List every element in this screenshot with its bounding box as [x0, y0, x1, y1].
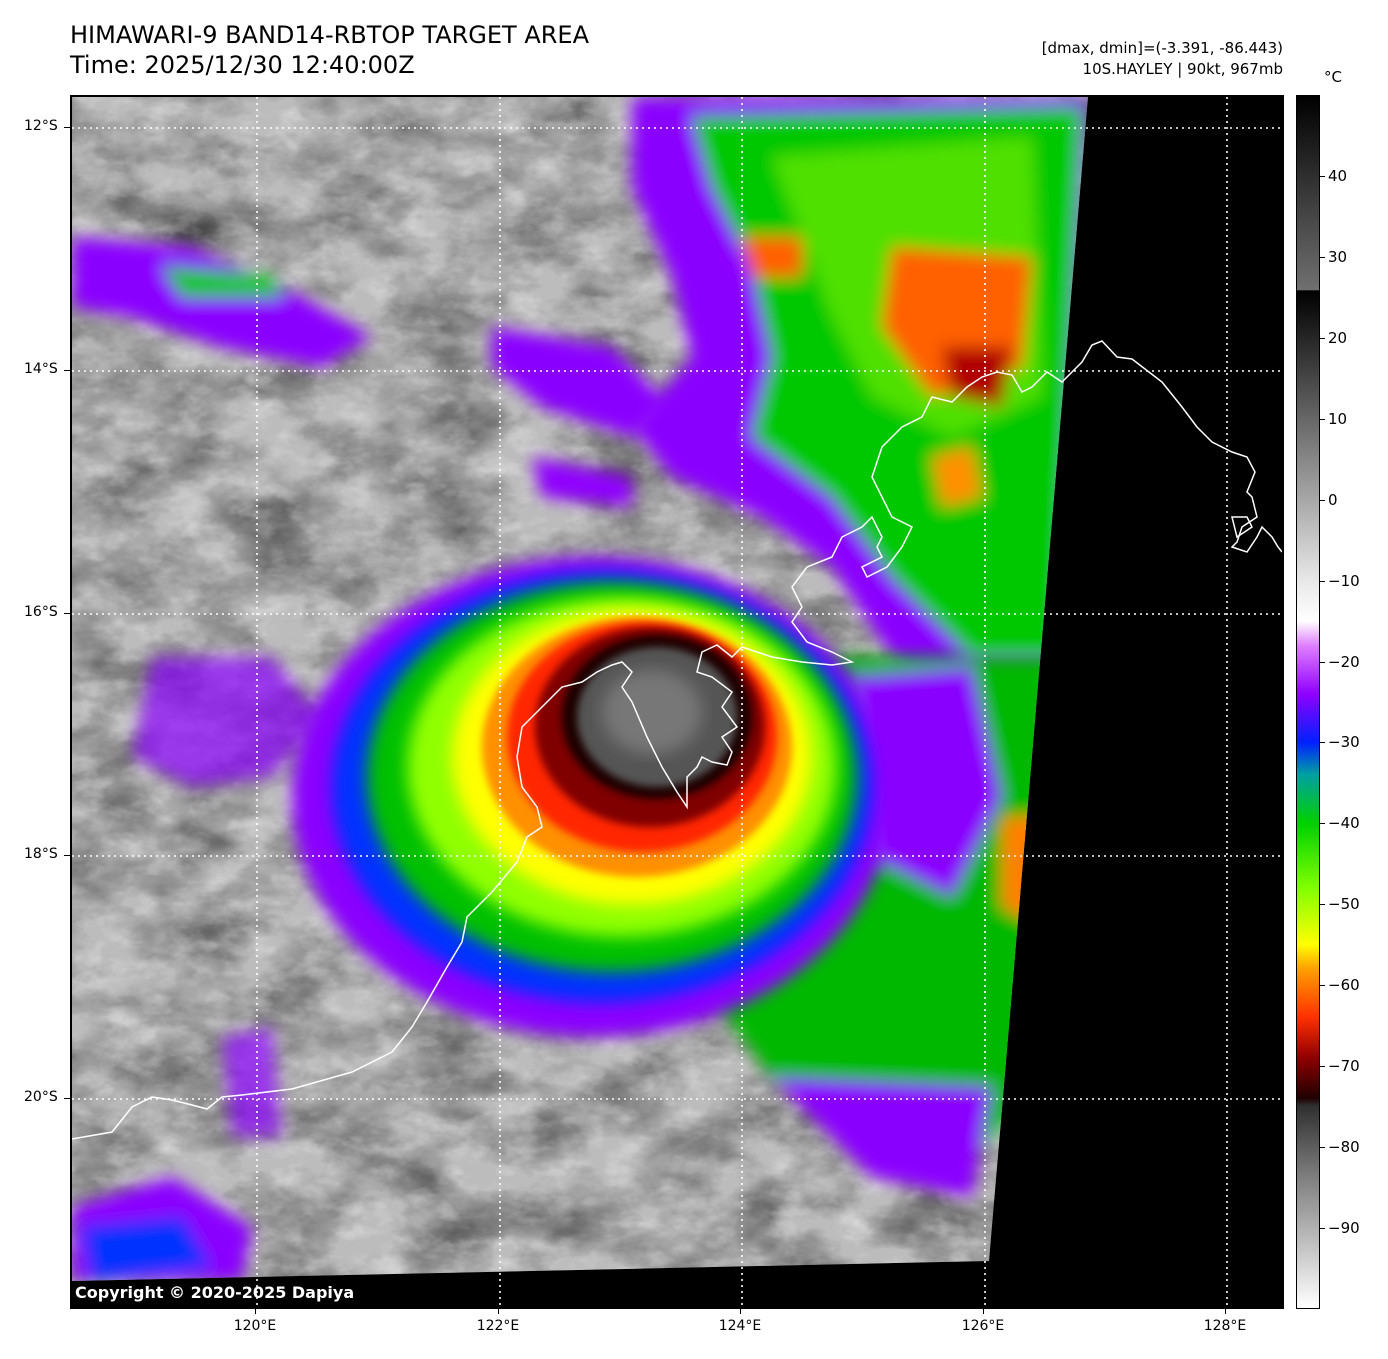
lat-label-18s: 18°S: [24, 846, 58, 862]
lon-tick: [983, 1309, 984, 1314]
lon-tick: [740, 1309, 741, 1314]
colorbar-tick: [1320, 581, 1325, 582]
northeast-convection: [632, 97, 1088, 717]
colorbar-label: −20: [1328, 653, 1360, 671]
colorbar-label: −70: [1328, 1057, 1360, 1075]
temperature-colorbar: [1296, 95, 1320, 1309]
colorbar-tick: [1320, 1147, 1325, 1148]
lat-lon-grid: [72, 97, 1282, 1307]
colorbar-tick: [1320, 985, 1325, 986]
chart-title: HIMAWARI-9 BAND14-RBTOP TARGET AREA Time…: [70, 20, 589, 80]
satellite-image-panel: [70, 95, 1284, 1309]
colorbar-label: −40: [1328, 814, 1360, 832]
colorbar-label: 10: [1328, 410, 1348, 428]
colorbar-tick: [1320, 742, 1325, 743]
lon-label-120e: 120°E: [233, 1318, 277, 1334]
colorbar-label: −10: [1328, 572, 1360, 590]
lat-tick: [64, 370, 70, 371]
lon-label-126e: 126°E: [961, 1318, 1005, 1334]
colorbar-tick: [1320, 823, 1325, 824]
title-line-2: Time: 2025/12/30 12:40:00Z: [70, 51, 415, 79]
satellite-imagery: [72, 97, 1282, 1307]
lat-label-20s: 20°S: [24, 1089, 58, 1105]
lon-label-124e: 124°E: [718, 1318, 762, 1334]
storm-name-text: 10S.HAYLEY | 90kt, 967mb: [1082, 60, 1283, 78]
outer-rainbands: [72, 657, 322, 1281]
lat-tick: [64, 855, 70, 856]
colorbar-label: −80: [1328, 1138, 1360, 1156]
colorbar-label: 20: [1328, 329, 1348, 347]
colorbar-label: −50: [1328, 895, 1360, 913]
coastline: [72, 340, 1282, 1140]
northern-cloud-band: [72, 237, 672, 507]
colorbar-tick: [1320, 419, 1325, 420]
lat-label-14s: 14°S: [24, 361, 58, 377]
lat-label-16s: 16°S: [24, 604, 58, 620]
colorbar-label: −30: [1328, 733, 1360, 751]
colorbar-label: 30: [1328, 248, 1348, 266]
lon-tick: [255, 1309, 256, 1314]
colorbar-tick: [1320, 176, 1325, 177]
colorbar-tick: [1320, 1228, 1325, 1229]
title-line-1: HIMAWARI-9 BAND14-RBTOP TARGET AREA: [70, 21, 590, 49]
lat-tick: [64, 127, 70, 128]
colorbar-label: 0: [1328, 491, 1338, 509]
data-swath: [72, 97, 1088, 1281]
lon-tick: [498, 1309, 499, 1314]
colorbar-tick: [1320, 904, 1325, 905]
lon-label-128e: 128°E: [1203, 1318, 1247, 1334]
lat-tick: [64, 613, 70, 614]
lon-label-122e: 122°E: [476, 1318, 520, 1334]
lat-label-12s: 12°S: [24, 118, 58, 134]
colorbar-label: −60: [1328, 976, 1360, 994]
copyright-notice: Copyright © 2020-2025 Dapiya: [75, 1283, 355, 1302]
temperature-range-text: [dmax, dmin]=(-3.391, -86.443): [1041, 39, 1283, 57]
colorbar-tick: [1320, 338, 1325, 339]
lat-tick: [64, 1098, 70, 1099]
colorbar-label: −90: [1328, 1219, 1360, 1237]
colorbar-tick: [1320, 1066, 1325, 1067]
cyclone-hayley: [292, 557, 892, 1037]
colorbar-label: 40: [1328, 167, 1348, 185]
colorbar-tick: [1320, 257, 1325, 258]
lon-tick: [1225, 1309, 1226, 1314]
storm-info: [dmax, dmin]=(-3.391, -86.443) 10S.HAYLE…: [1042, 38, 1283, 80]
colorbar-unit: °C: [1324, 68, 1342, 86]
colorbar-tick: [1320, 662, 1325, 663]
colorbar-tick: [1320, 500, 1325, 501]
